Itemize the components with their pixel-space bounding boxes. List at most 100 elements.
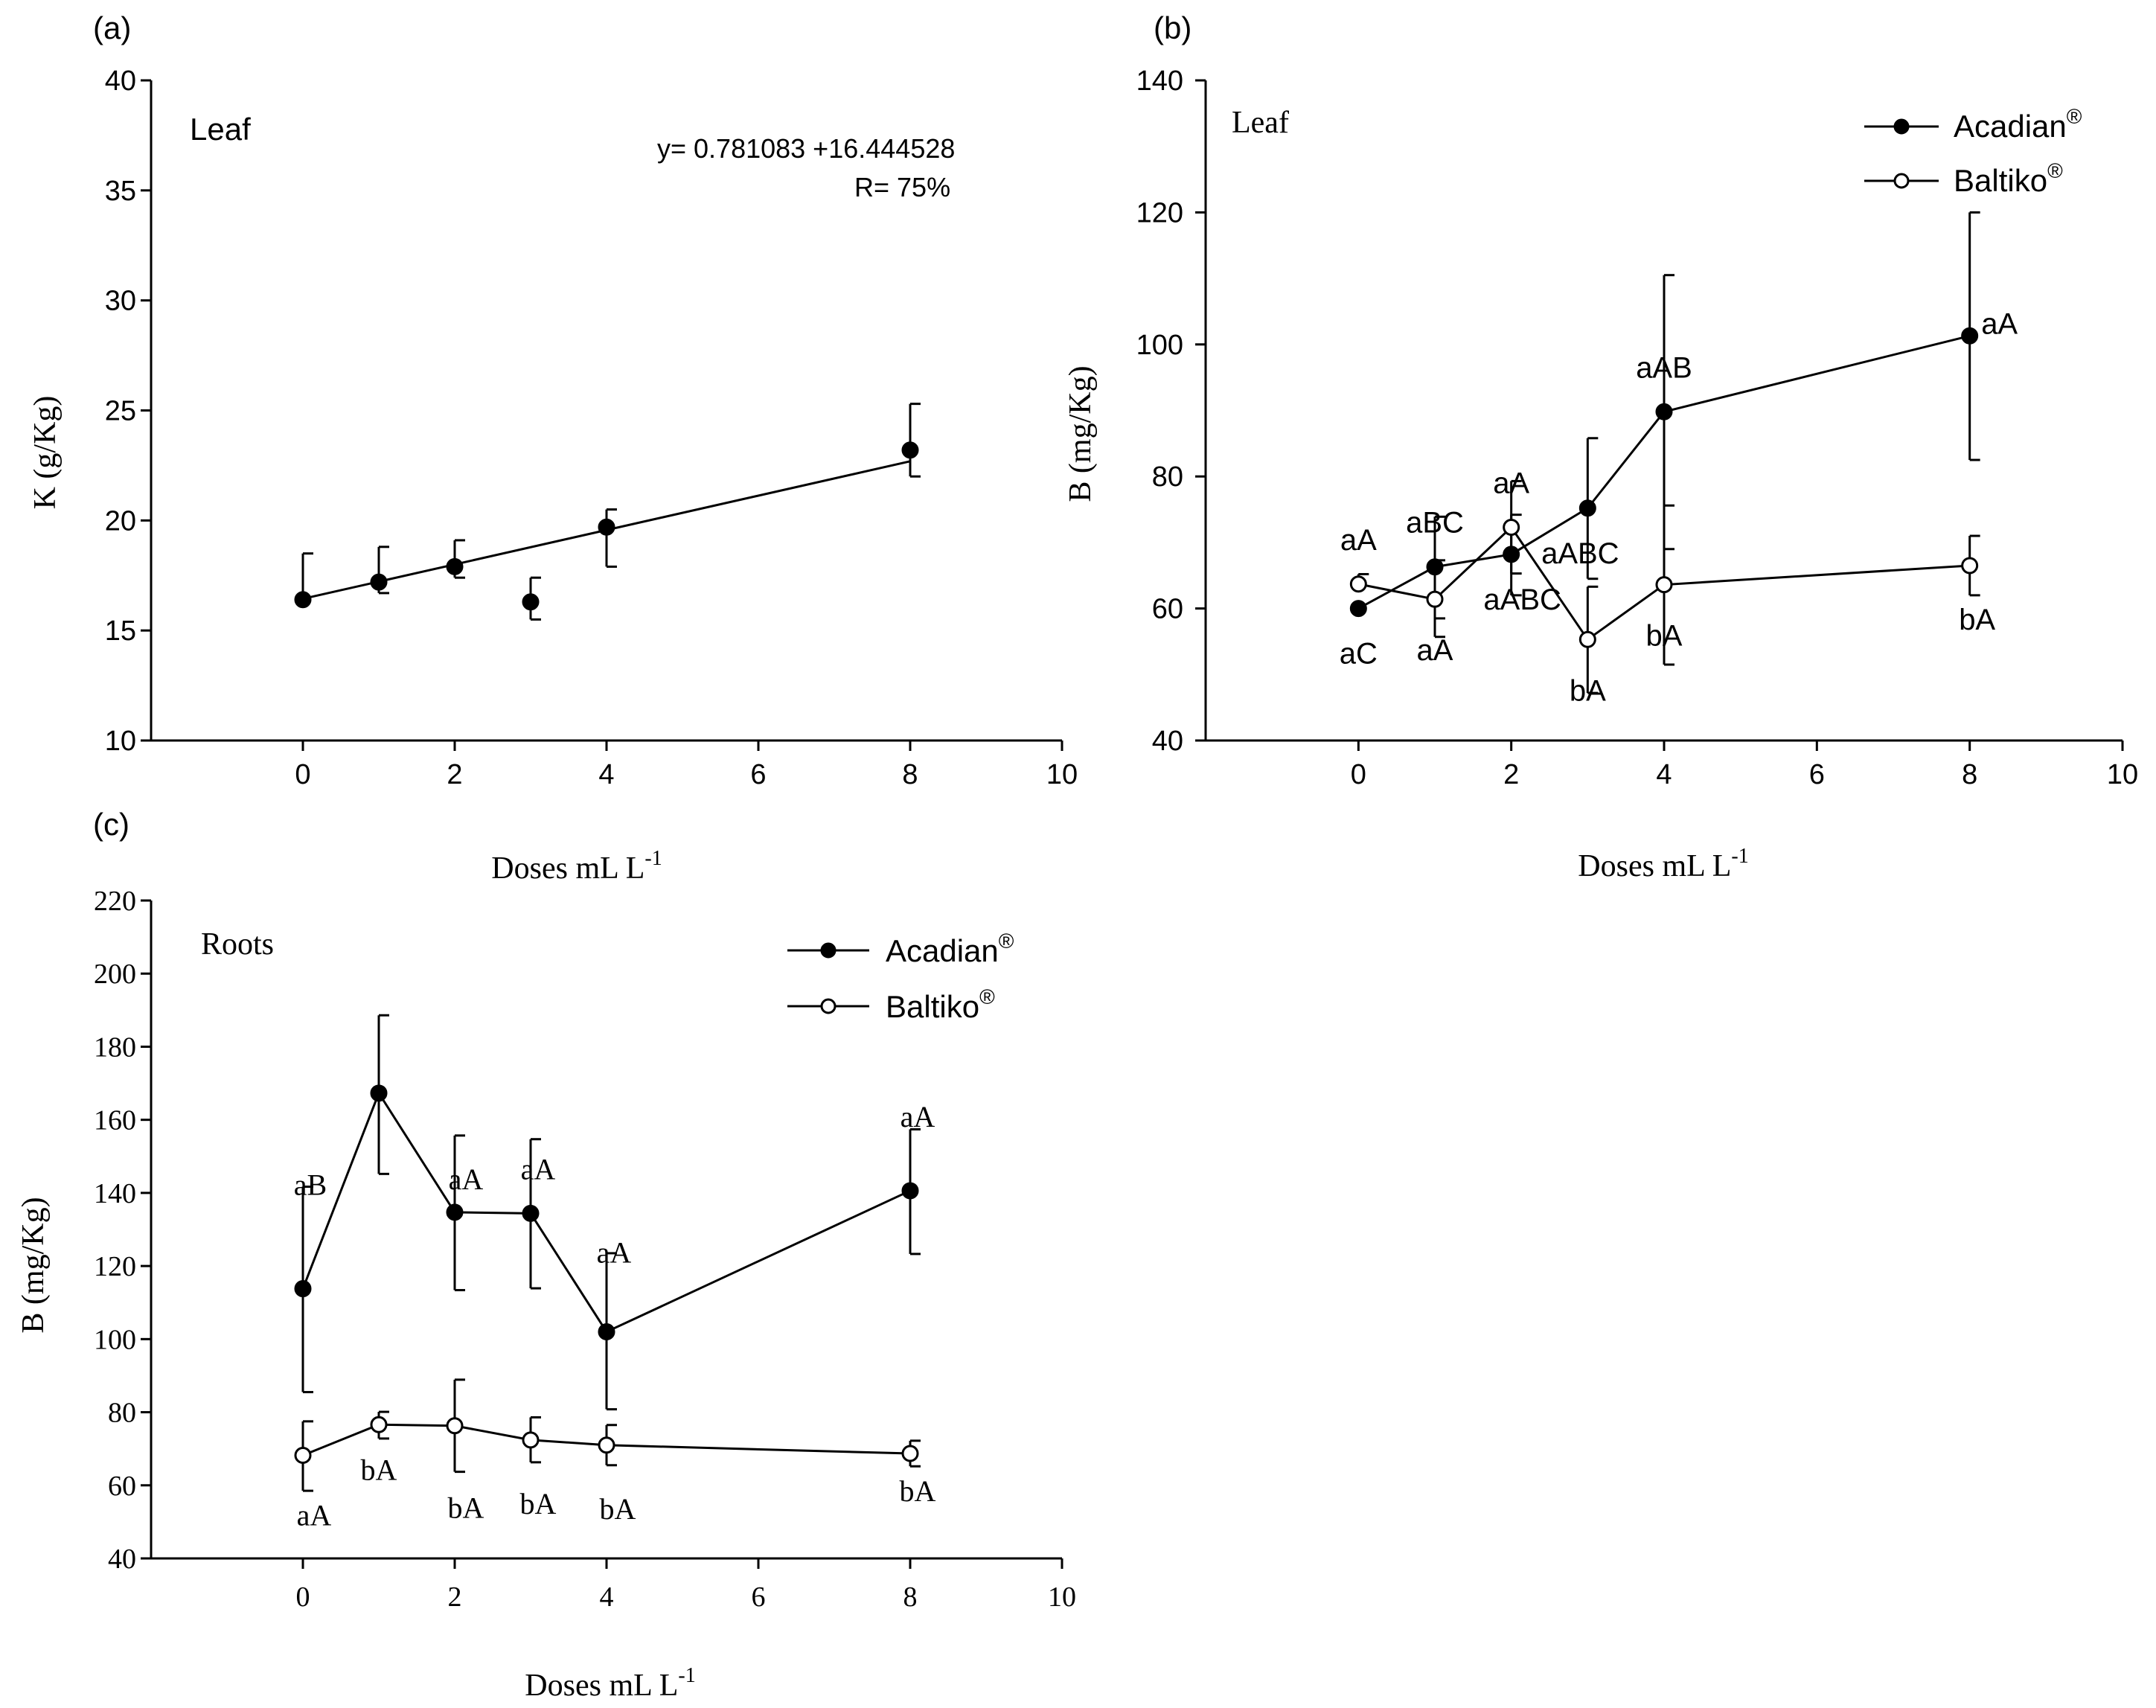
- significance-label: bA: [1570, 674, 1606, 707]
- data-point-acadian: [522, 1204, 540, 1222]
- significance-label: bA: [520, 1487, 557, 1520]
- data-point-baltiko: [901, 1445, 919, 1462]
- y-tick-label: 160: [94, 1105, 136, 1136]
- data-point-acadian: [598, 1323, 615, 1341]
- x-tick-label: 8: [903, 1581, 918, 1613]
- data-point-baltiko: [1578, 630, 1596, 648]
- panel-a-letter: (a): [93, 10, 131, 45]
- legend-baltiko-marker: [820, 998, 837, 1014]
- y-tick-label: 40: [1152, 726, 1183, 757]
- x-tick-label: 6: [1809, 759, 1825, 790]
- panel-a-y-axis-label: K (g/Kg): [28, 396, 63, 510]
- significance-label: aA: [449, 1162, 484, 1196]
- x-tick-label: 8: [902, 759, 918, 790]
- significance-label: bA: [1646, 620, 1683, 653]
- panel-c-inner-label: Roots: [201, 927, 274, 962]
- panel-b-x-axis-label: Doses mL L-1: [1578, 845, 1748, 883]
- significance-label: aB: [294, 1168, 327, 1202]
- series-line-baltiko: [1358, 525, 1970, 642]
- panel-b-chart: (b) Leaf B (mg/Kg) Doses mL L-1 Acadian®…: [1063, 10, 2138, 883]
- data-point-baltiko: [1349, 575, 1367, 593]
- y-tick-label: 180: [94, 1031, 136, 1063]
- x-tick-label: 4: [598, 759, 614, 790]
- significance-label: aA: [1340, 524, 1377, 557]
- y-tick-label: 40: [105, 65, 136, 97]
- data-point-k-leaf: [446, 557, 464, 575]
- legend-acadian-label: Acadian®: [1954, 105, 2082, 144]
- significance-label: aA: [297, 1499, 332, 1532]
- legend-baltiko-label: Baltiko®: [1954, 159, 2063, 198]
- legend-baltiko-label: Baltiko®: [886, 985, 995, 1024]
- significance-label: aA: [901, 1100, 935, 1133]
- x-tick-label: 8: [1962, 759, 1977, 790]
- y-tick-label: 80: [108, 1398, 136, 1429]
- panel-c-x-axis-label: Doses mL L-1: [525, 1664, 695, 1703]
- data-point-acadian: [446, 1203, 464, 1221]
- data-point-baltiko: [370, 1416, 388, 1433]
- significance-label: aABC: [1541, 537, 1619, 570]
- x-tick-label: 2: [1503, 759, 1519, 790]
- y-tick-label: 30: [105, 286, 136, 317]
- y-tick-label: 60: [108, 1471, 136, 1502]
- panel-c-y-axis-label: B (mg/Kg): [16, 1197, 51, 1333]
- significance-label: aA: [1493, 467, 1529, 499]
- data-point-baltiko: [446, 1417, 464, 1435]
- significance-label: aA: [597, 1236, 632, 1270]
- significance-label: aA: [521, 1152, 556, 1186]
- data-point-k-leaf: [370, 573, 388, 591]
- significance-label: aBC: [1406, 507, 1464, 540]
- significance-label: aAB: [1636, 351, 1692, 384]
- significance-label: aA: [1981, 307, 2018, 340]
- y-tick-label: 120: [1136, 197, 1183, 228]
- x-tick-label: 10: [1048, 1581, 1076, 1613]
- x-tick-label: 6: [750, 759, 766, 790]
- legend-acadian-label: Acadian®: [886, 930, 1014, 968]
- x-tick-label: 2: [447, 759, 462, 790]
- panel-a-x-axis-label: Doses mL L-1: [491, 847, 662, 886]
- y-tick-label: 60: [1152, 594, 1183, 625]
- x-tick-label: 4: [1656, 759, 1672, 790]
- data-point-acadian: [1961, 327, 1979, 345]
- significance-label: aABC: [1483, 583, 1561, 616]
- data-point-baltiko: [598, 1436, 615, 1454]
- panel-a-inner-label: Leaf: [190, 112, 251, 147]
- data-point-baltiko: [1503, 518, 1520, 536]
- data-point-acadian: [901, 1182, 919, 1200]
- series-line-baltiko: [302, 1423, 911, 1456]
- data-point-acadian: [1578, 499, 1596, 517]
- x-tick-label: 6: [752, 1581, 766, 1613]
- panel-a-chart: (a) Leaf y= 0.781083 +16.444528 R= 75% K…: [28, 10, 1078, 886]
- x-tick-label: 4: [600, 1581, 614, 1613]
- legend-baltiko-marker: [1893, 173, 1910, 189]
- x-tick-label: 2: [448, 1581, 462, 1613]
- significance-label: aC: [1340, 638, 1378, 671]
- data-point-acadian: [294, 1280, 312, 1298]
- significance-label: bA: [600, 1492, 636, 1526]
- data-point-k-leaf: [294, 591, 312, 609]
- y-tick-label: 35: [105, 176, 136, 207]
- significance-label: bA: [448, 1491, 484, 1525]
- y-tick-label: 20: [105, 505, 136, 537]
- legend-acadian-marker: [1893, 118, 1910, 135]
- y-tick-label: 25: [105, 396, 136, 427]
- panel-b-inner-label: Leaf: [1232, 106, 1289, 140]
- x-tick-label: 0: [296, 1581, 310, 1613]
- x-tick-label: 10: [1046, 759, 1078, 790]
- y-tick-label: 200: [94, 959, 136, 990]
- y-tick-label: 40: [108, 1544, 136, 1575]
- data-point-acadian: [1349, 600, 1367, 618]
- x-tick-label: 10: [2107, 759, 2138, 790]
- panel-b-legend: Acadian® Baltiko®: [1864, 105, 2082, 198]
- data-point-acadian: [370, 1084, 388, 1102]
- significance-label: bA: [900, 1474, 936, 1508]
- significance-label: bA: [1959, 604, 1995, 636]
- series-line-acadian: [1357, 334, 1971, 610]
- y-tick-label: 10: [105, 726, 136, 757]
- data-point-baltiko: [1961, 557, 1979, 575]
- x-tick-label: 0: [295, 759, 310, 790]
- legend-acadian-marker: [820, 942, 837, 959]
- panel-c-legend: Acadian® Baltiko®: [787, 930, 1014, 1024]
- data-point-k-leaf: [901, 441, 919, 459]
- panel-c-chart: (c) Roots B (mg/Kg) Doses mL L-1 Acadian…: [16, 807, 1076, 1703]
